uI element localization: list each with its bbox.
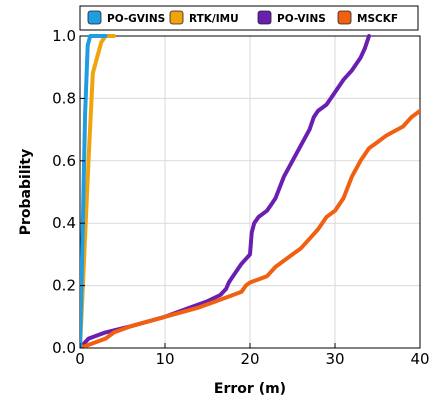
x-tick-label: 0: [75, 350, 85, 368]
tick-labels: 0 10 20 30 40 0.0 0.2 0.4 0.6 0.8 1.0: [52, 27, 429, 368]
y-tick-label: 0.0: [52, 339, 76, 357]
legend-label: RTK/IMU: [189, 13, 239, 25]
y-tick-label: 0.2: [52, 277, 76, 295]
legend-box: [79, 5, 419, 31]
x-tick-label: 40: [410, 350, 429, 368]
legend-swatch: [257, 10, 272, 25]
legend-label: PO-VINS: [277, 13, 326, 25]
series-line-po-vins: [80, 34, 371, 348]
ticks: [79, 35, 421, 349]
y-tick-label: 0.4: [52, 214, 76, 232]
grid: [79, 35, 421, 349]
series-line-po-gvins: [80, 34, 108, 348]
legend-label: MSCKF: [357, 13, 398, 25]
y-axis-label: Probability: [18, 149, 34, 236]
x-tick-label: 20: [240, 350, 259, 368]
series-layer: [80, 34, 420, 348]
x-tick-label: 10: [155, 350, 174, 368]
legend-swatch: [169, 10, 184, 25]
y-tick-label: 0.6: [52, 152, 76, 170]
legend-swatch: [87, 10, 102, 25]
y-tick-label: 1.0: [52, 27, 76, 45]
legend-label: PO-GVINS: [107, 13, 165, 25]
series-line-msckf: [80, 108, 420, 348]
y-tick-label: 0.8: [52, 89, 76, 107]
x-axis-label: Error (m): [214, 381, 286, 397]
x-tick-label: 30: [325, 350, 344, 368]
legend-swatch: [337, 10, 352, 25]
legend: PO-GVINS RTK/IMU PO-VINS MSCKF: [79, 5, 419, 31]
